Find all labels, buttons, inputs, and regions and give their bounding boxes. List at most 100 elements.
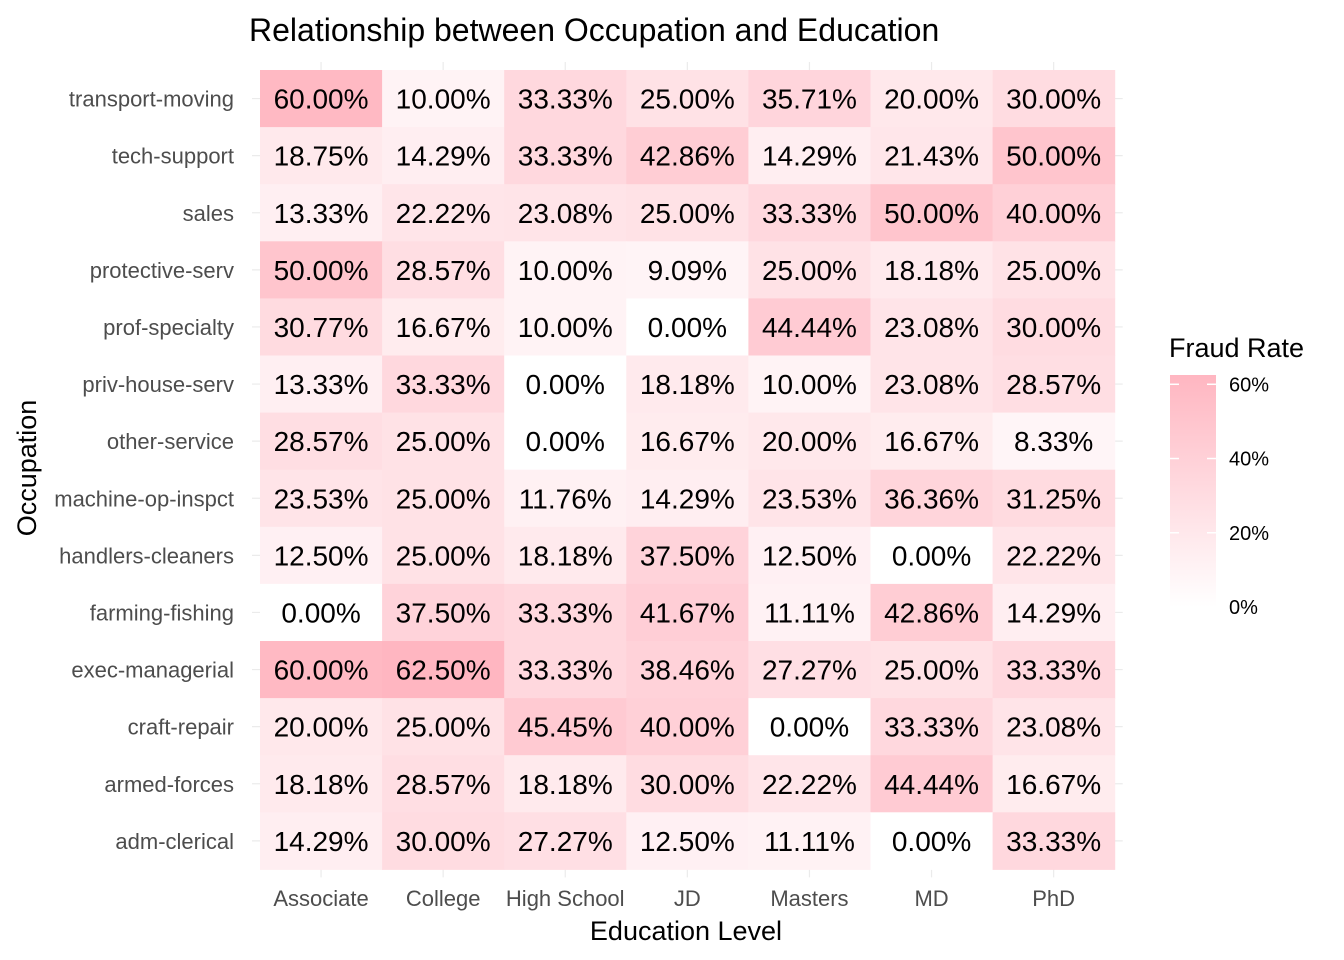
heatmap-cell bbox=[626, 812, 749, 870]
heatmap-cell bbox=[626, 755, 749, 813]
heatmap-cell bbox=[992, 298, 1116, 356]
cell-value-label: 30.00% bbox=[396, 826, 491, 857]
cell-value-label: 25.00% bbox=[640, 198, 735, 229]
cell-value-label: 14.29% bbox=[274, 826, 369, 857]
heatmap-cell bbox=[260, 526, 383, 585]
heatmap-cell bbox=[748, 127, 871, 185]
cell-value-label: 42.86% bbox=[640, 141, 735, 172]
heatmap-cell bbox=[870, 127, 994, 185]
heatmap-cell bbox=[626, 526, 749, 585]
cell-value-label: 23.53% bbox=[274, 483, 369, 514]
cell-value-label: 60.00% bbox=[274, 655, 369, 686]
y-axis-tick-labels: transport-moving tech-support sales protect… bbox=[54, 87, 234, 854]
cell-value-label: 18.75% bbox=[274, 141, 369, 172]
heatmap-cell bbox=[870, 412, 994, 471]
heatmap-cell bbox=[504, 355, 627, 414]
heatmap-cell bbox=[504, 526, 627, 585]
cell-value-label: 33.33% bbox=[518, 655, 613, 686]
heatmap-cell bbox=[382, 127, 505, 185]
y-tick-label: priv-house-serv bbox=[82, 372, 234, 397]
y-tick-label: farming-fishing bbox=[90, 600, 234, 625]
heatmap-cell bbox=[992, 755, 1116, 813]
heatmap-cell bbox=[382, 298, 505, 356]
cell-value-label: 22.22% bbox=[762, 769, 857, 800]
legend-tick-label: 40% bbox=[1229, 449, 1269, 471]
x-axis-tick-labels: Associate College High School JD Masters MD Ph… bbox=[273, 886, 1075, 911]
heatmap-cell bbox=[382, 641, 505, 699]
y-tick-label: prof-specialty bbox=[103, 315, 234, 340]
heatmap-cell bbox=[870, 241, 994, 299]
cell-value-label: 16.67% bbox=[884, 426, 979, 457]
cell-value-label: 14.29% bbox=[1006, 597, 1101, 628]
heatmap-cell bbox=[260, 412, 383, 471]
heatmap-cell bbox=[382, 755, 505, 813]
y-axis-title: Occupation bbox=[12, 400, 42, 537]
heatmap-cell bbox=[870, 641, 994, 699]
cell-value-label: 37.50% bbox=[640, 540, 735, 571]
heatmap-cell bbox=[748, 184, 871, 242]
heatmap-cell bbox=[870, 355, 994, 414]
heatmap-cell bbox=[992, 184, 1116, 242]
cell-value-label: 23.08% bbox=[518, 198, 613, 229]
heatmap-cell bbox=[504, 469, 627, 528]
heatmap-cell bbox=[870, 698, 994, 756]
heatmap-cell bbox=[260, 641, 383, 699]
heatmap-cell bbox=[382, 70, 505, 128]
heatmap-cell bbox=[260, 583, 383, 642]
cell-value-label: 18.18% bbox=[518, 769, 613, 800]
cell-value-label: 62.50% bbox=[396, 655, 491, 686]
heatmap-cell bbox=[870, 70, 994, 128]
heatmap-cell bbox=[992, 469, 1116, 528]
cell-value-label: 0.00% bbox=[770, 712, 849, 743]
cell-value-label: 27.27% bbox=[518, 826, 613, 857]
cell-value-label: 36.36% bbox=[884, 483, 979, 514]
y-tick-label: tech-support bbox=[112, 144, 234, 169]
heatmap-cell bbox=[870, 812, 994, 870]
cell-value-label: 44.44% bbox=[884, 769, 979, 800]
cell-value-label: 12.50% bbox=[640, 826, 735, 857]
cell-value-label: 41.67% bbox=[640, 597, 735, 628]
y-tick-label: machine-op-inspct bbox=[54, 486, 234, 511]
cell-value-label: 18.18% bbox=[518, 540, 613, 571]
heatmap-cell bbox=[626, 355, 749, 414]
y-tick-label: armed-forces bbox=[104, 772, 234, 797]
heatmap-cell bbox=[626, 469, 749, 528]
heatmap-cell bbox=[870, 755, 994, 813]
legend-tick-label: 20% bbox=[1229, 523, 1269, 545]
cell-value-label: 23.53% bbox=[762, 483, 857, 514]
heatmap-cell bbox=[748, 412, 871, 471]
heatmap-cell bbox=[748, 469, 871, 528]
cell-value-label: 30.00% bbox=[640, 769, 735, 800]
cell-value-label: 35.71% bbox=[762, 84, 857, 115]
cell-value-label: 22.22% bbox=[396, 198, 491, 229]
cell-value-label: 23.08% bbox=[884, 369, 979, 400]
cell-value-label: 37.50% bbox=[396, 597, 491, 628]
cell-value-label: 16.67% bbox=[396, 312, 491, 343]
x-tick-label: Associate bbox=[273, 886, 368, 911]
cell-value-label: 16.67% bbox=[1006, 769, 1101, 800]
heatmap-cell bbox=[260, 241, 383, 299]
cell-value-label: 18.18% bbox=[274, 769, 369, 800]
cell-value-label: 18.18% bbox=[640, 369, 735, 400]
heatmap-cell bbox=[992, 526, 1116, 585]
y-tick-label: sales bbox=[183, 201, 234, 226]
cell-value-label: 9.09% bbox=[648, 255, 727, 286]
heatmap-cell bbox=[382, 355, 505, 414]
chart-title: Relationship between Occupation and Educ… bbox=[249, 12, 939, 48]
heatmap-cells bbox=[260, 70, 1116, 870]
cell-value-label: 16.67% bbox=[640, 426, 735, 457]
heatmap-cell bbox=[748, 698, 871, 756]
heatmap-cell bbox=[992, 698, 1116, 756]
heatmap-cell bbox=[626, 70, 749, 128]
heatmap-cell bbox=[260, 127, 383, 185]
y-tick-label: transport-moving bbox=[69, 87, 234, 112]
heatmap-cell bbox=[260, 184, 383, 242]
heatmap-cell bbox=[382, 469, 505, 528]
y-tick-label: handlers-cleaners bbox=[59, 543, 234, 568]
cell-value-label: 10.00% bbox=[396, 84, 491, 115]
cell-value-label: 25.00% bbox=[396, 540, 491, 571]
heatmap-cell bbox=[870, 526, 994, 585]
cell-value-label: 28.57% bbox=[396, 769, 491, 800]
cell-value-label: 33.33% bbox=[518, 597, 613, 628]
